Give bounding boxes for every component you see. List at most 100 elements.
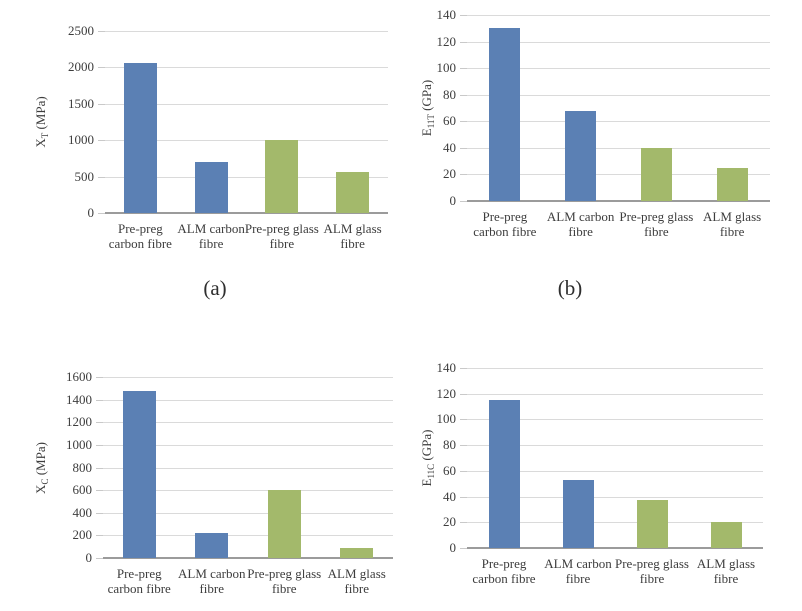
x-axis-tick-label: ALM glass fibre	[696, 556, 756, 586]
y-axis-tick-label: 40	[443, 488, 456, 504]
y-axis-tick-label: 1000	[68, 132, 94, 148]
bar-pre-preg-glass-fibre	[636, 500, 668, 548]
y-axis-tick-label: 500	[74, 168, 95, 184]
y-axis-tick-mark	[96, 377, 103, 378]
x-axis-tick-label: ALM glass fibre	[703, 209, 762, 239]
gridline	[467, 496, 763, 498]
gridline	[467, 419, 763, 421]
gridline	[105, 140, 388, 142]
x-axis-line	[467, 547, 763, 549]
x-axis-tick-label: Pre-preg carbon fibre	[472, 556, 536, 586]
bar-alm-carbon-fibre	[195, 533, 229, 558]
x-axis-tick-label: Pre-preg carbon fibre	[473, 209, 537, 239]
y-axis-tick-mark	[460, 174, 467, 176]
x-axis-tick-label: Pre-preg glass fibre	[619, 209, 694, 239]
gridline	[103, 399, 393, 401]
x-axis-tick-label: ALM glass fibre	[323, 221, 382, 251]
subfigure-caption-b: (b)	[557, 276, 583, 300]
gridline	[103, 512, 393, 514]
y-axis-tick-mark	[460, 496, 467, 498]
bar-pre-preg-carbon-fibre	[489, 28, 521, 201]
y-axis-tick-mark	[96, 490, 103, 492]
y-axis-tick-label: 140	[436, 360, 457, 375]
y-axis-tick-label: 120	[436, 33, 457, 49]
y-axis-tick-label: 0	[87, 205, 95, 220]
y-axis-tick-mark	[96, 422, 103, 424]
gridline	[105, 103, 388, 105]
y-axis-tick-mark	[98, 31, 105, 32]
y-axis-tick-mark	[460, 201, 467, 202]
bar-alm-carbon-fibre	[565, 110, 597, 201]
bar-alm-glass-fibre	[710, 522, 742, 548]
x-axis-tick-label: ALM carbon fibre	[544, 556, 612, 586]
y-axis-tick-mark	[96, 444, 103, 446]
gridline	[467, 147, 770, 149]
bar-alm-carbon-fibre	[562, 479, 594, 548]
gridline	[103, 377, 393, 378]
y-axis-tick-label: 1400	[66, 391, 92, 407]
x-axis-tick-label: Pre-preg glass fibre	[244, 221, 319, 251]
y-axis-tick-label: 200	[72, 527, 93, 543]
y-axis-tick-label: 0	[449, 193, 457, 208]
gridline	[105, 31, 388, 32]
gridline	[467, 368, 763, 369]
x-axis-line	[103, 557, 393, 559]
x-axis-tick-label: ALM carbon fibre	[177, 221, 245, 251]
y-axis-tick-mark	[460, 94, 467, 96]
y-axis-tick-mark	[460, 445, 467, 447]
bar-alm-glass-fibre	[716, 167, 748, 201]
y-axis-tick-mark	[460, 121, 467, 123]
bar-pre-preg-carbon-fibre	[488, 400, 520, 548]
y-axis-tick-label: 1000	[66, 436, 92, 452]
y-axis-tick-mark	[98, 140, 105, 142]
y-axis-tick-mark	[460, 419, 467, 421]
y-axis-tick-label: 100	[436, 411, 457, 427]
y-axis-tick-label: 2500	[68, 23, 94, 38]
gridline	[105, 67, 388, 69]
y-axis-tick-mark	[460, 470, 467, 472]
y-axis-tick-label: 60	[443, 462, 456, 478]
y-axis-tick-label: 1200	[66, 414, 92, 430]
x-axis-tick-label: Pre-preg glass fibre	[614, 556, 689, 586]
gridline	[467, 41, 770, 43]
x-axis-tick-label: Pre-preg carbon fibre	[108, 221, 172, 251]
y-axis-tick-label: 20	[443, 514, 456, 530]
gridline	[103, 535, 393, 537]
x-axis-line	[467, 200, 770, 202]
y-axis-tick-mark	[96, 558, 103, 559]
y-axis-tick-mark	[460, 548, 467, 549]
gridline	[103, 444, 393, 446]
y-axis-tick-mark	[98, 176, 105, 178]
x-axis-tick-label: Pre-preg carbon fibre	[107, 566, 171, 596]
bar-pre-preg-glass-fibre	[265, 140, 299, 213]
y-axis-tick-label: 600	[72, 482, 93, 498]
gridline	[467, 522, 763, 524]
y-axis-tick-label: 20	[443, 166, 456, 182]
y-axis-tick-mark	[460, 393, 467, 395]
y-axis-tick-mark	[96, 399, 103, 401]
y-axis-tick-label: 140	[436, 7, 457, 22]
y-axis-tick-mark	[460, 41, 467, 43]
gridline	[467, 393, 763, 395]
y-axis-tick-label: 120	[436, 385, 457, 401]
x-axis-tick-label: ALM glass fibre	[327, 566, 386, 596]
gridline	[103, 422, 393, 424]
y-axis-tick-label: 800	[72, 459, 93, 475]
gridline	[467, 94, 770, 96]
y-axis-tick-mark	[98, 67, 105, 69]
gridline	[467, 470, 763, 472]
bar-alm-glass-fibre	[340, 547, 374, 558]
bar-pre-preg-carbon-fibre	[123, 63, 157, 213]
gridline	[467, 174, 770, 176]
gridline	[467, 121, 770, 123]
y-axis-tick-label: 80	[443, 86, 456, 102]
x-axis-tick-label: Pre-preg glass fibre	[247, 566, 322, 596]
x-axis-line	[105, 212, 388, 214]
y-axis-tick-mark	[96, 512, 103, 514]
gridline	[467, 68, 770, 70]
